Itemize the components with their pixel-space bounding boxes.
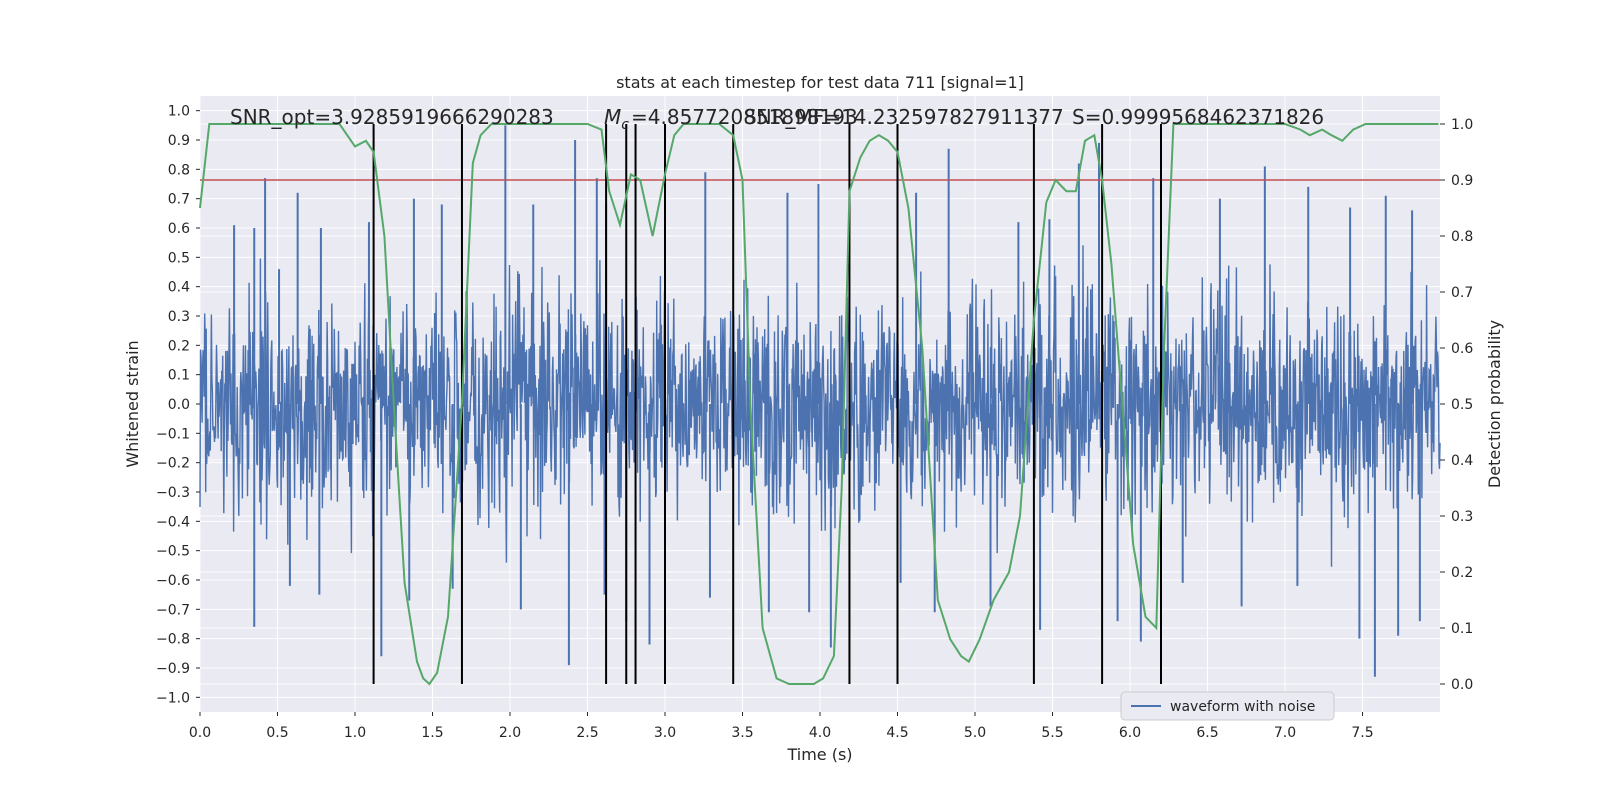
left-tick-label: −0.6 [156,573,190,589]
waveform-trace [199,245,1441,567]
x-tick-label: 3.0 [654,725,676,741]
x-tick-label: 0.0 [189,725,211,741]
right-tick-label: 0.6 [1451,341,1473,357]
probability-series [199,123,1439,686]
left-tick-label: 0.1 [168,368,190,384]
left-tick-label: 1.0 [168,104,190,120]
x-tick-label: 5.0 [964,725,986,741]
x-axis-ticks: 0.0 0.5 1.0 1.5 2.0 2.5 3.0 3.5 4.0 4.5 5.0 5.5 6.0 6… [189,712,1374,741]
left-tick-label: 0.8 [168,162,190,178]
left-tick-label: 0.4 [168,280,190,296]
left-axis-label: Whitened strain [123,340,142,467]
right-tick-label: 0.1 [1451,621,1473,637]
x-tick-label: 4.0 [809,725,831,741]
x-tick-label: 3.5 [731,725,753,741]
left-tick-label: 0.6 [168,221,190,237]
chart-title: stats at each timestep for test data 711… [616,73,1024,92]
legend-box [1120,691,1335,721]
left-tick-label: −0.4 [156,514,190,530]
left-tick-label: 0.9 [168,133,190,149]
x-tick-label: 6.5 [1196,725,1218,741]
right-tick-label: 0.5 [1451,397,1473,413]
left-tick-label: −0.8 [156,632,190,648]
left-tick-label: −0.1 [156,426,190,442]
x-tick-label: 7.0 [1274,725,1296,741]
right-axis-ticks: 1.0 0.9 0.8 0.7 0.6 0.5 0.4 0.3 0.2 0.1 0.0 [1440,117,1473,693]
chirp-mass-symbol: Mc [604,105,629,133]
left-tick-label: 0.2 [168,338,190,354]
chirp-mass-annotation: =4.857720851898193 [631,105,858,129]
x-tick-label: 1.0 [344,725,366,741]
left-tick-label: −1.0 [156,690,190,706]
snr-opt-annotation: SNR_opt=3.9285919666290283 [230,105,554,129]
x-tick-label: 7.5 [1351,725,1373,741]
left-tick-label: 0.3 [168,309,190,325]
waveform-series [199,125,1441,677]
right-tick-label: 0.8 [1451,229,1473,245]
right-tick-label: 0.4 [1451,453,1473,469]
snr-mf-annotation: SNR_MF=14.232597827911377 [744,105,1064,129]
x-tick-label: 2.0 [499,725,521,741]
x-tick-label: 1.5 [421,725,443,741]
left-tick-label: −0.3 [156,485,190,501]
x-tick-label: 4.5 [886,725,908,741]
right-tick-label: 0.7 [1451,285,1473,301]
right-axis-label: Detection probability [1485,320,1504,488]
left-tick-label: 0.0 [168,397,190,413]
left-tick-label: −0.2 [156,456,190,472]
left-tick-label: −0.7 [156,602,190,618]
left-axis-ticks: 1.0 0.9 0.8 0.7 0.6 0.5 0.4 0.3 0.2 0.1 0.0 −0.1 −0.… [156,104,200,706]
left-tick-label: −0.9 [156,661,190,677]
right-tick-label: 0.9 [1451,173,1473,189]
right-tick-label: 1.0 [1451,117,1473,133]
left-tick-label: −0.5 [156,544,190,560]
x-tick-label: 0.5 [266,725,288,741]
x-tick-label: 5.5 [1041,725,1063,741]
s-annotation: S=0.9999568462371826 [1072,105,1324,129]
right-tick-label: 0.0 [1451,677,1473,693]
x-tick-label: 2.5 [576,725,598,741]
left-tick-label: 0.5 [168,250,190,266]
right-tick-label: 0.3 [1451,509,1473,525]
left-tick-label: 0.7 [168,192,190,208]
x-tick-label: 6.0 [1119,725,1141,741]
legend-label: waveform with noise [1170,699,1315,715]
legend: waveform with noise [1120,691,1335,721]
probability-line [199,123,1439,686]
right-tick-label: 0.2 [1451,565,1473,581]
x-axis-label: Time (s) [786,745,852,764]
